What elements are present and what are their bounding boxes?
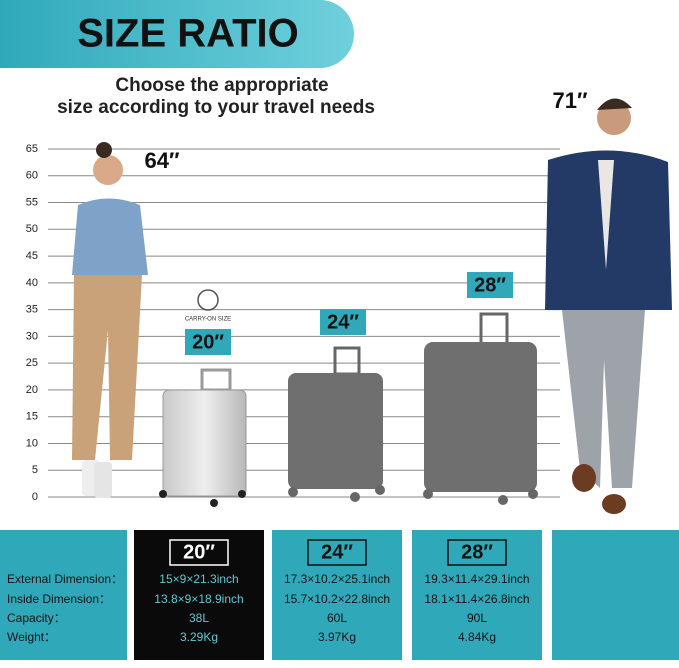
size-tag-label: 20″	[192, 331, 224, 353]
spec-value: 17.3×10.2×25.1inch	[284, 572, 390, 586]
column-bg	[412, 530, 542, 660]
row-label: External Dimension：	[7, 572, 123, 586]
scale-tick-label: 60	[26, 170, 38, 182]
suitcase-24	[288, 346, 385, 502]
woman	[72, 142, 148, 498]
spec-value: 15×9×21.3inch	[159, 572, 238, 586]
size-tag	[185, 329, 231, 355]
scale-tick-label: 20	[26, 384, 38, 396]
man	[545, 98, 672, 514]
scale-tick-label: 50	[26, 223, 38, 235]
row-label: Weight：	[7, 630, 56, 644]
spec-value: 13.8×9×18.9inch	[154, 592, 243, 606]
scale-tick-label: 40	[26, 277, 38, 289]
column-header-box	[169, 539, 229, 566]
spec-value: 18.1×11.4×26.8inch	[424, 592, 529, 606]
scale-tick-label: 15	[26, 411, 38, 423]
title-banner	[0, 0, 354, 68]
scale-tick-label: 45	[26, 250, 38, 262]
column-header: 28″	[461, 541, 493, 563]
column-bg	[134, 530, 264, 660]
spec-value: 3.97Kg	[318, 630, 356, 644]
height-label: 64″	[144, 148, 179, 173]
column-header-box	[447, 539, 507, 566]
spec-value: 3.29Kg	[180, 630, 218, 644]
spec-value: 38L	[189, 611, 209, 625]
scale-tick-label: 65	[26, 143, 38, 155]
scale-tick-label: 55	[26, 196, 38, 208]
scale-tick-label: 30	[26, 330, 38, 342]
subtitle: size according to your travel needs	[57, 97, 375, 118]
size-tags: 20″ 24″ 28″	[185, 272, 513, 355]
scale-tick-label: 5	[32, 464, 38, 476]
column-header: 20″	[183, 541, 215, 563]
empty-panel	[552, 530, 679, 660]
column-header-box	[307, 539, 367, 566]
title: SIZE RATIO	[77, 12, 298, 56]
column-bg	[272, 530, 402, 660]
scale-tick-label: 35	[26, 304, 38, 316]
row-label: Capacity：	[7, 611, 66, 625]
size-tag	[467, 272, 513, 298]
spec-value: 4.84Kg	[458, 630, 496, 644]
suitcase-20	[159, 289, 247, 507]
height-label: 71″	[552, 88, 587, 113]
subtitle: Choose the appropriate	[115, 75, 328, 96]
size-tag-label: 24″	[327, 311, 359, 333]
scale-tick-label: 25	[26, 357, 38, 369]
suitcase-28	[423, 312, 538, 505]
scale-tick-label: 10	[26, 437, 38, 449]
spec-value: 90L	[467, 611, 487, 625]
scale-tick-label: 0	[32, 491, 38, 503]
spec-value: 60L	[327, 611, 347, 625]
row-label: Inside Dimension：	[7, 592, 111, 606]
label-panel	[0, 530, 127, 660]
size-tag-label: 28″	[474, 274, 506, 296]
size-tag	[320, 309, 366, 335]
spec-table: External Dimension： Inside Dimension： Capa…	[7, 530, 542, 660]
spec-value: 15.7×10.2×22.8inch	[284, 592, 390, 606]
column-header: 24″	[321, 541, 353, 563]
spec-value: 19.3×11.4×29.1inch	[424, 572, 529, 586]
carry-on-badge: CARRY-ON SIZE	[185, 317, 231, 323]
